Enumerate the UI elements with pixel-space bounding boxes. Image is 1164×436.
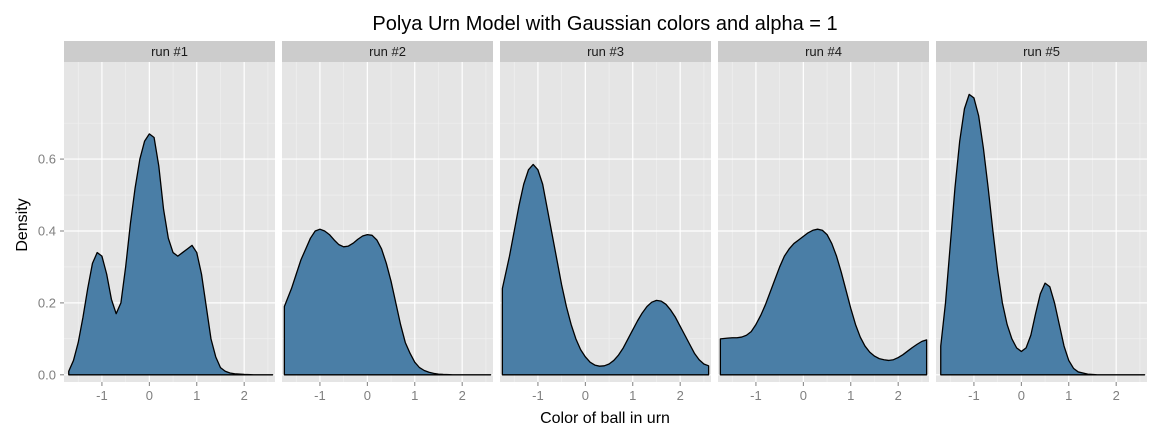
facet-panel: run #1 -1 0 1 2 bbox=[64, 41, 275, 403]
x-tick-label: 2 bbox=[677, 388, 684, 403]
facet-strip-label: run #2 bbox=[369, 44, 406, 59]
facet-strip bbox=[718, 41, 929, 62]
density-area bbox=[283, 228, 492, 376]
facet-panel: run #2 -1 0 1 2 bbox=[282, 41, 493, 403]
density-area bbox=[501, 163, 710, 376]
x-tick-label: 0 bbox=[582, 388, 589, 403]
y-tick-label: 0.4 bbox=[38, 223, 56, 238]
x-tick-label: 1 bbox=[193, 388, 200, 403]
x-axis-title: Color of ball in urn bbox=[540, 410, 670, 427]
facet-panel: run #3 -1 0 1 2 bbox=[500, 41, 711, 403]
facet-strip bbox=[64, 41, 275, 62]
x-tick-label: 0 bbox=[146, 388, 153, 403]
density-area bbox=[68, 133, 274, 376]
x-tick-label: 0 bbox=[800, 388, 807, 403]
density-area bbox=[719, 228, 928, 376]
facet-strip bbox=[936, 41, 1147, 62]
x-tick-label: 0 bbox=[1018, 388, 1025, 403]
x-tick-label: 0 bbox=[364, 388, 371, 403]
y-tick-label: 0.6 bbox=[38, 152, 56, 167]
x-tick-label: 2 bbox=[895, 388, 902, 403]
facet-strip bbox=[500, 41, 711, 62]
x-tick-label: 2 bbox=[1113, 388, 1120, 403]
facet-panel: run #5 -1 0 1 2 bbox=[936, 41, 1147, 403]
facet-strip-label: run #1 bbox=[151, 44, 188, 59]
x-tick-label: 1 bbox=[847, 388, 854, 403]
density-area bbox=[940, 93, 1146, 376]
y-axis-title: Density bbox=[14, 198, 31, 251]
x-tick-label: 1 bbox=[629, 388, 636, 403]
x-tick-label: -1 bbox=[532, 388, 544, 403]
x-tick-label: -1 bbox=[968, 388, 980, 403]
y-axis: 0.0 0.2 0.4 0.6 bbox=[38, 152, 64, 382]
x-tick-label: -1 bbox=[314, 388, 326, 403]
x-tick-label: 1 bbox=[411, 388, 418, 403]
y-tick-label: 0.0 bbox=[38, 367, 56, 382]
facet-strip-label: run #3 bbox=[587, 44, 624, 59]
facet-strip bbox=[282, 41, 493, 62]
facet-panels: run #1 -1 0 1 2 run #2 -1 0 1 2 run #3 -1 0 1 2 run #4 -… bbox=[64, 41, 1147, 403]
x-tick-label: -1 bbox=[750, 388, 762, 403]
facet-panel: run #4 -1 0 1 2 bbox=[718, 41, 929, 403]
x-tick-label: 1 bbox=[1065, 388, 1072, 403]
facet-strip-label: run #4 bbox=[805, 44, 842, 59]
x-tick-label: 2 bbox=[459, 388, 466, 403]
facet-strip-label: run #5 bbox=[1023, 44, 1060, 59]
y-tick-label: 0.2 bbox=[38, 295, 56, 310]
x-tick-label: -1 bbox=[96, 388, 108, 403]
chart-title: Polya Urn Model with Gaussian colors and… bbox=[372, 13, 837, 35]
x-tick-label: 2 bbox=[241, 388, 248, 403]
